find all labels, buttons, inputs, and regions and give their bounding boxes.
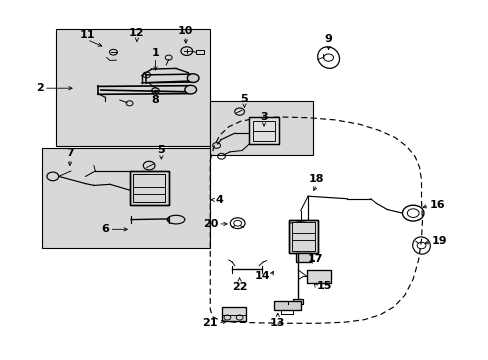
Bar — [129, 171, 168, 205]
Text: 5: 5 — [157, 145, 165, 155]
Text: 11: 11 — [79, 30, 95, 40]
Bar — [249, 117, 278, 144]
Bar — [295, 253, 310, 262]
Text: 12: 12 — [129, 28, 144, 38]
Text: 10: 10 — [178, 26, 193, 36]
Text: 9: 9 — [324, 34, 332, 44]
Text: 7: 7 — [66, 148, 74, 158]
Bar — [56, 29, 210, 146]
Bar — [295, 253, 310, 262]
Text: 8: 8 — [151, 95, 159, 105]
Bar — [195, 50, 204, 54]
Bar — [273, 301, 300, 310]
Bar — [133, 174, 165, 202]
Bar — [41, 148, 210, 248]
Bar — [253, 121, 274, 141]
Text: 1: 1 — [151, 48, 159, 58]
Bar — [210, 101, 312, 155]
Text: 2: 2 — [36, 83, 44, 93]
Text: 22: 22 — [231, 282, 247, 292]
Bar — [273, 301, 300, 310]
Text: 5: 5 — [240, 94, 248, 104]
Bar — [306, 270, 330, 283]
Bar — [222, 307, 245, 321]
Bar — [293, 299, 303, 304]
Bar — [292, 222, 314, 251]
Bar — [289, 220, 317, 253]
Text: 13: 13 — [269, 318, 285, 328]
Bar — [129, 171, 168, 205]
Bar — [306, 270, 330, 283]
Bar — [289, 220, 317, 253]
Bar — [222, 307, 245, 321]
Text: 14: 14 — [254, 271, 270, 282]
Text: 20: 20 — [203, 219, 218, 229]
Text: 17: 17 — [307, 253, 323, 264]
Circle shape — [187, 74, 199, 82]
Text: 21: 21 — [202, 318, 218, 328]
Text: 6: 6 — [102, 224, 109, 234]
Text: 15: 15 — [316, 281, 331, 291]
Text: 3: 3 — [260, 112, 267, 122]
Text: 16: 16 — [428, 200, 444, 210]
Bar — [249, 117, 278, 144]
Text: 4: 4 — [215, 195, 223, 205]
Circle shape — [184, 85, 196, 94]
Text: 18: 18 — [308, 174, 324, 184]
Text: 19: 19 — [430, 236, 446, 246]
Bar — [293, 299, 303, 304]
